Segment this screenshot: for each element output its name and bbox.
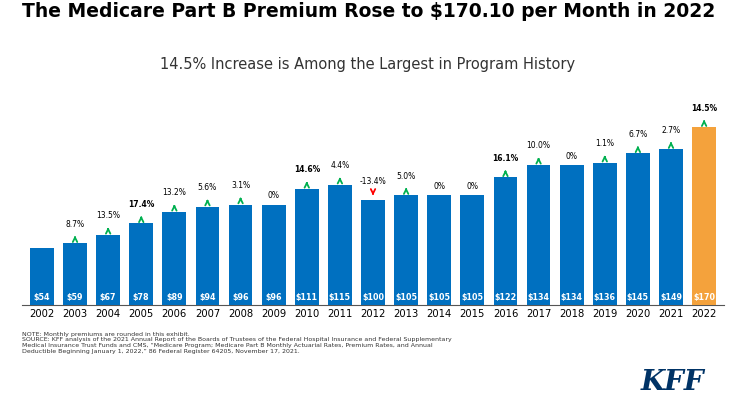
Bar [560, 165, 584, 305]
Text: KFF: KFF [641, 368, 704, 396]
Bar [229, 204, 253, 305]
Text: $145: $145 [627, 293, 649, 302]
Text: 0%: 0% [566, 152, 578, 161]
Text: 5.0%: 5.0% [396, 171, 416, 180]
Text: 17.4%: 17.4% [128, 200, 154, 209]
Text: 10.0%: 10.0% [526, 141, 551, 150]
Text: 8.7%: 8.7% [65, 220, 85, 229]
Bar [493, 178, 517, 305]
Text: NOTE: Monthly premiums are rounded in this exhibit.
SOURCE: KFF analysis of the : NOTE: Monthly premiums are rounded in th… [22, 332, 452, 354]
Text: 14.5%: 14.5% [691, 103, 717, 112]
Text: 16.1%: 16.1% [492, 154, 519, 163]
Text: 6.7%: 6.7% [628, 130, 648, 139]
Text: 5.6%: 5.6% [198, 183, 217, 192]
Text: 14.6%: 14.6% [294, 165, 320, 174]
Bar [460, 195, 484, 305]
Text: 14.5% Increase is Among the Largest in Program History: 14.5% Increase is Among the Largest in P… [160, 57, 575, 72]
Text: -13.4%: -13.4% [359, 177, 387, 186]
Text: 13.5%: 13.5% [96, 211, 120, 220]
Text: 13.2%: 13.2% [162, 188, 186, 197]
Text: 3.1%: 3.1% [231, 181, 250, 190]
Bar [328, 185, 352, 305]
Bar [427, 195, 451, 305]
Text: $134: $134 [528, 293, 550, 302]
Text: $100: $100 [362, 293, 384, 302]
Text: $54: $54 [34, 293, 50, 302]
Bar [361, 200, 385, 305]
Bar [527, 165, 551, 305]
Text: $122: $122 [495, 293, 517, 302]
Text: $105: $105 [395, 293, 417, 302]
Text: $78: $78 [133, 293, 149, 302]
Bar [196, 207, 219, 305]
Text: $105: $105 [462, 293, 484, 302]
Text: $105: $105 [429, 293, 451, 302]
Bar [96, 235, 120, 305]
Text: $111: $111 [295, 293, 318, 302]
Text: $59: $59 [67, 293, 83, 302]
Bar [626, 153, 650, 305]
Text: 0%: 0% [466, 182, 478, 191]
Text: The Medicare Part B Premium Rose to $170.10 per Month in 2022: The Medicare Part B Premium Rose to $170… [22, 2, 715, 21]
Text: $94: $94 [199, 293, 215, 302]
Text: $115: $115 [329, 293, 351, 302]
Bar [659, 149, 683, 305]
Text: $89: $89 [166, 293, 183, 302]
Text: 2.7%: 2.7% [662, 126, 681, 135]
Bar [129, 223, 153, 305]
Text: $96: $96 [265, 293, 282, 302]
Bar [162, 212, 186, 305]
Bar [63, 243, 87, 305]
Text: $96: $96 [232, 293, 249, 302]
Bar [262, 204, 286, 305]
Text: $149: $149 [660, 293, 682, 302]
Bar [30, 248, 54, 305]
Bar [394, 195, 418, 305]
Bar [692, 127, 716, 305]
Text: 4.4%: 4.4% [330, 161, 350, 170]
Text: 1.1%: 1.1% [595, 139, 614, 148]
Text: 0%: 0% [268, 191, 280, 200]
Text: $136: $136 [594, 293, 616, 302]
Text: 0%: 0% [433, 182, 445, 191]
Text: $67: $67 [100, 293, 116, 302]
Bar [295, 189, 319, 305]
Bar [593, 163, 617, 305]
Text: $134: $134 [561, 293, 583, 302]
Text: $170: $170 [693, 293, 715, 302]
